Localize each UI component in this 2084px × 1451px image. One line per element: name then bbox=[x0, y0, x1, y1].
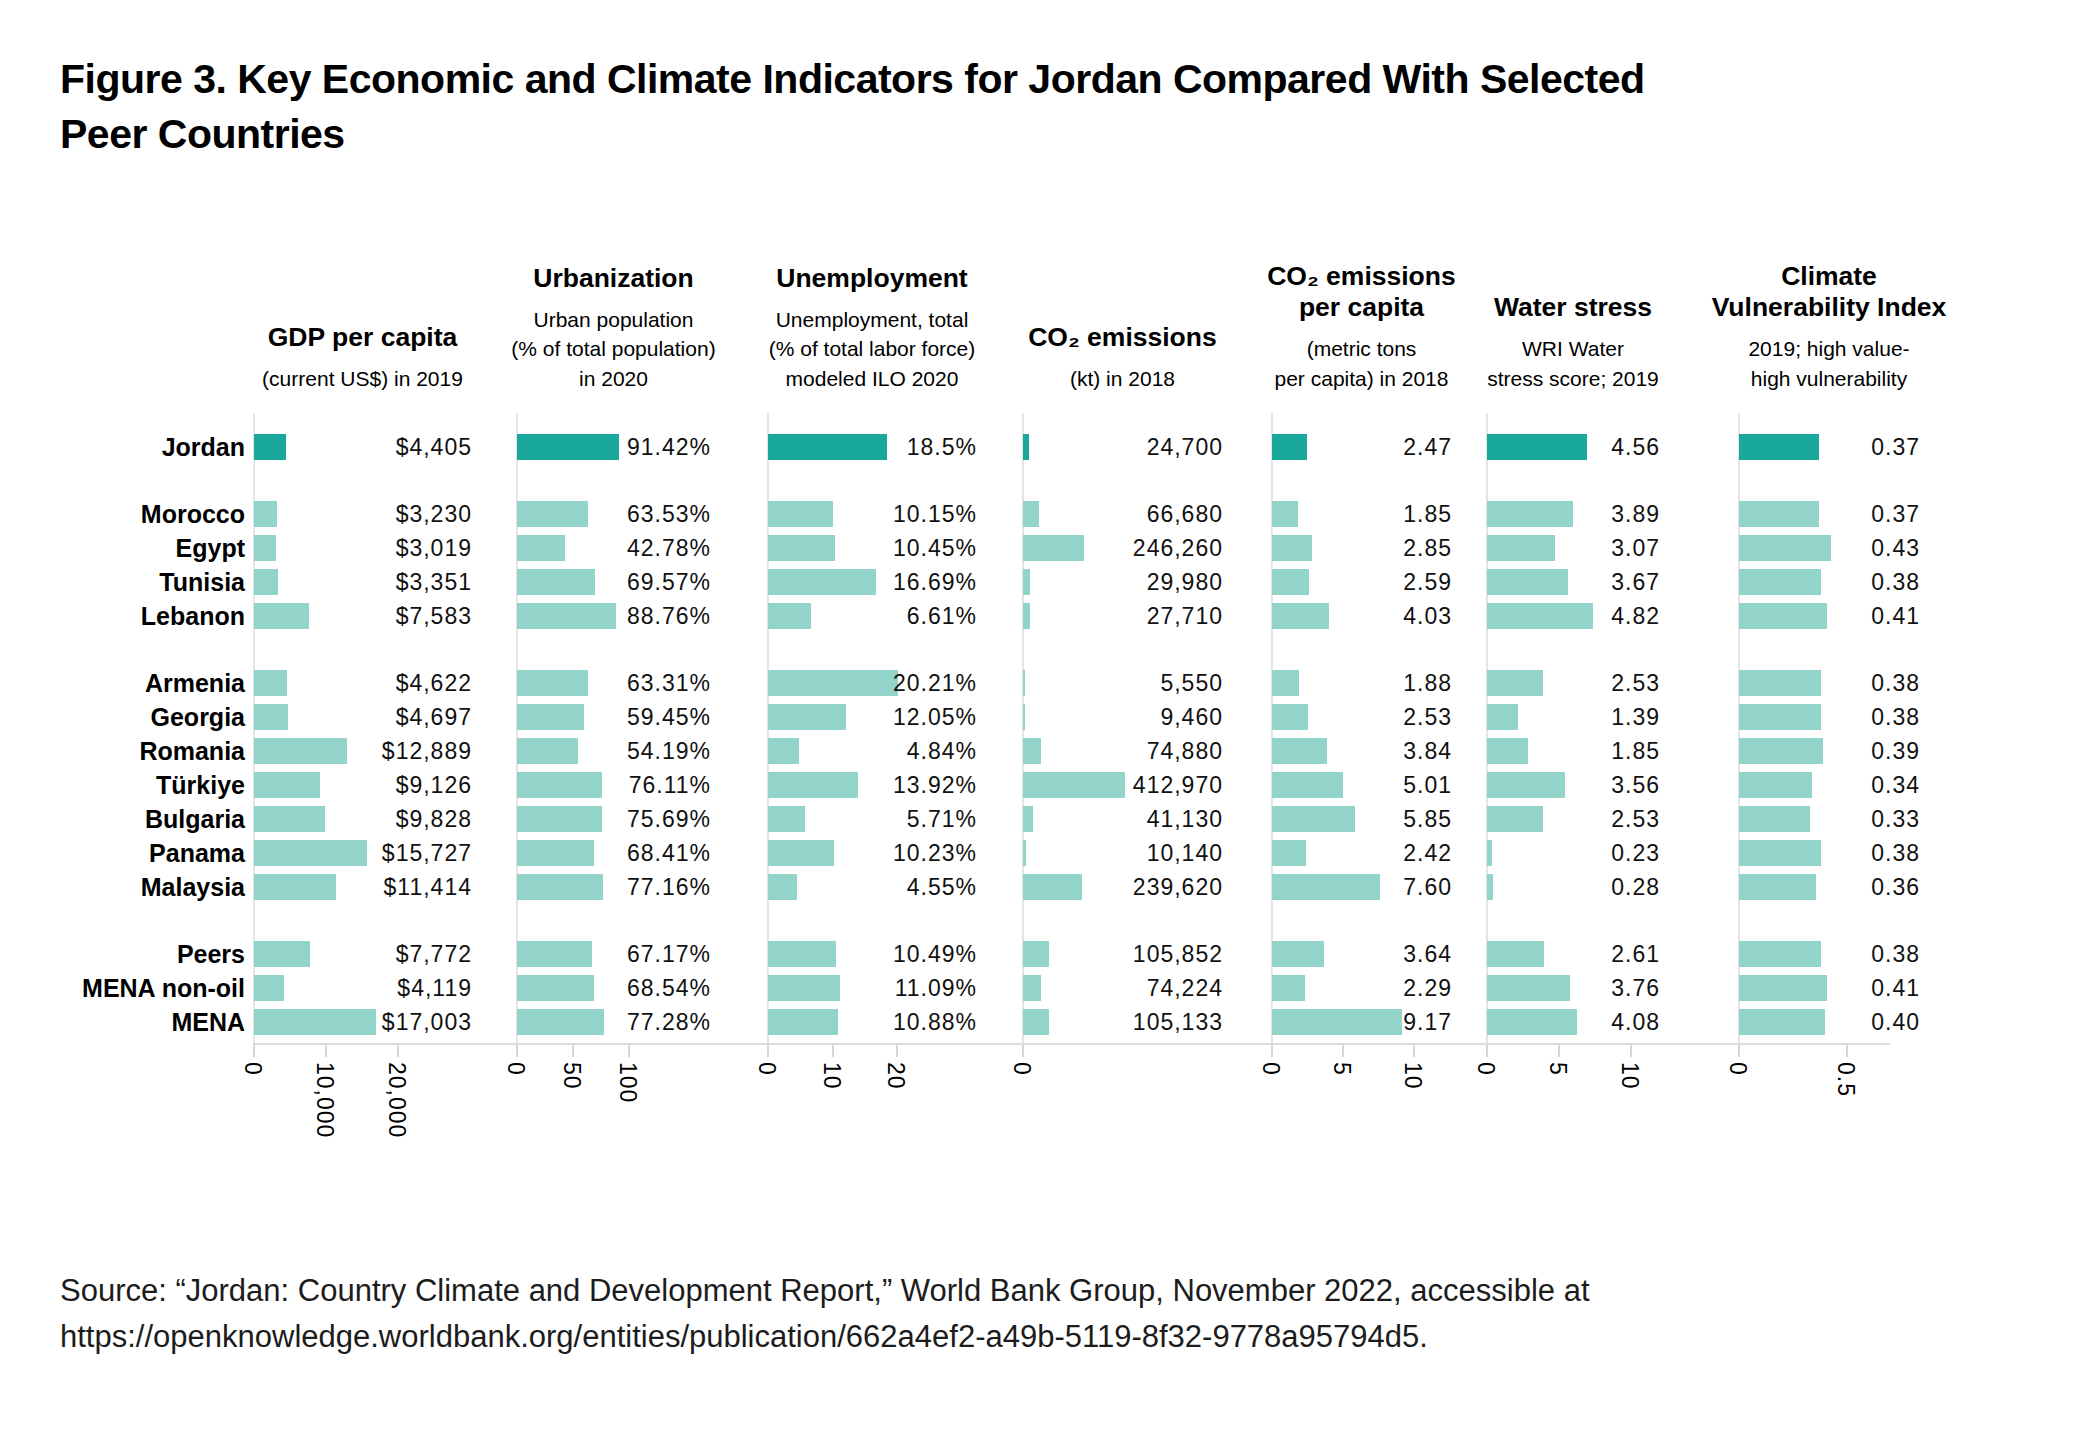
axis-tick-label-climate-vulnerability-index: 0 bbox=[1724, 1062, 1751, 1076]
panel-subtitle-line: 2019; high value- bbox=[1639, 334, 2019, 364]
value-label-climate-vulnerability-index: 0.43 bbox=[1738, 532, 1920, 564]
value-label-climate-vulnerability-index: 0.38 bbox=[1738, 701, 1920, 733]
panel-subtitle-line: high vulnerability bbox=[1639, 364, 2019, 394]
axis-tick-label-climate-vulnerability-index: 0.5 bbox=[1832, 1062, 1859, 1097]
value-label-climate-vulnerability-index: 0.33 bbox=[1738, 803, 1920, 835]
value-label-climate-vulnerability-index: 0.36 bbox=[1738, 871, 1920, 903]
panel-title-climate-vulnerability-index: ClimateVulnerability Index bbox=[1639, 261, 2019, 323]
value-label-climate-vulnerability-index: 0.38 bbox=[1738, 566, 1920, 598]
value-label-climate-vulnerability-index: 0.38 bbox=[1738, 837, 1920, 869]
value-label-climate-vulnerability-index: 0.41 bbox=[1738, 600, 1920, 632]
axis-tick-climate-vulnerability-index bbox=[1738, 1044, 1740, 1057]
panel-title-line: Climate bbox=[1639, 261, 2019, 292]
panel-climate-vulnerability-index: ClimateVulnerability Index 2019; high val… bbox=[0, 0, 2084, 1451]
source-text-line2: https://openknowledge.worldbank.org/enti… bbox=[60, 1319, 1428, 1354]
value-label-climate-vulnerability-index: 0.38 bbox=[1738, 938, 1920, 970]
value-label-climate-vulnerability-index: 0.40 bbox=[1738, 1006, 1920, 1038]
panel-title-line: Vulnerability Index bbox=[1639, 292, 2019, 323]
value-label-climate-vulnerability-index: 0.37 bbox=[1738, 498, 1920, 530]
source-text-line1: Source: “Jordan: Country Climate and Dev… bbox=[60, 1273, 1590, 1308]
panel-header-climate-vulnerability-index: ClimateVulnerability Index 2019; high val… bbox=[1639, 261, 2019, 393]
figure: Figure 3. Key Economic and Climate Indic… bbox=[0, 0, 2084, 1451]
value-label-climate-vulnerability-index: 0.39 bbox=[1738, 735, 1920, 767]
panel-subtitle-climate-vulnerability-index: 2019; high value-high vulnerability bbox=[1639, 334, 2019, 393]
value-label-climate-vulnerability-index: 0.37 bbox=[1738, 431, 1920, 463]
axis-tick-climate-vulnerability-index bbox=[1846, 1044, 1848, 1057]
source-text: Source: “Jordan: Country Climate and Dev… bbox=[60, 1268, 2020, 1360]
value-label-climate-vulnerability-index: 0.41 bbox=[1738, 972, 1920, 1004]
value-label-climate-vulnerability-index: 0.38 bbox=[1738, 667, 1920, 699]
chart-area: JordanMoroccoEgyptTunisiaLebanonArmeniaG… bbox=[0, 0, 2084, 1451]
value-label-climate-vulnerability-index: 0.34 bbox=[1738, 769, 1920, 801]
